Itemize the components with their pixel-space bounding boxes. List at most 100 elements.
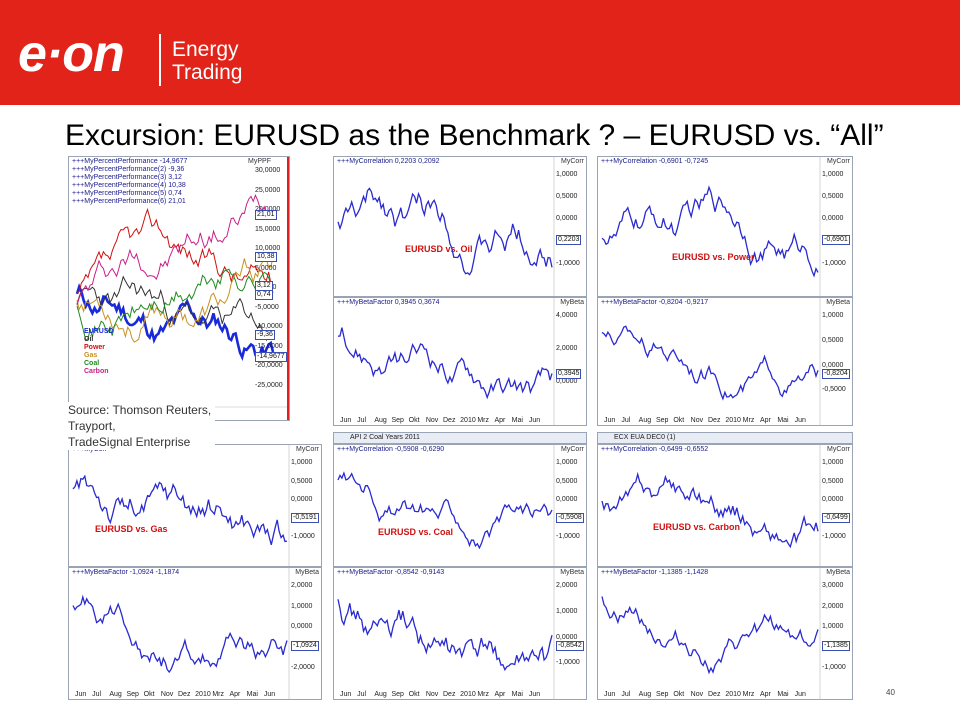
carbon-beta-plot bbox=[601, 568, 821, 699]
x-tick-label: 2010 bbox=[725, 417, 741, 424]
series-legend: EURUSD Oil Power Gas Coal Carbon bbox=[84, 328, 114, 376]
carbon-corr-panel[interactable]: +++MyCorrelation -0,6499 -0,6552 MyCorr 1,… bbox=[597, 444, 853, 567]
y-tick-label: -5,0000 bbox=[255, 303, 279, 311]
y-tick-label: -1,0000 bbox=[556, 533, 580, 541]
x-tick-label: Aug bbox=[638, 417, 652, 424]
x-tick-label: Dez bbox=[708, 691, 721, 698]
x-tick-label: 2010 bbox=[460, 417, 476, 424]
x-tick-label: Jun bbox=[263, 691, 276, 698]
power-corr-line bbox=[601, 185, 819, 278]
y-tick-label: -25,0000 bbox=[255, 381, 283, 389]
y-tick-label: -1,0000 bbox=[556, 659, 580, 667]
panel-axis-title: MyBeta bbox=[560, 569, 584, 576]
x-tick-label: Jun bbox=[340, 417, 352, 424]
x-tick-label: Dez bbox=[178, 691, 191, 698]
legend-line: +++MyPercentPerformance(6) 21,01 bbox=[72, 198, 186, 205]
x-tick-label: Mrz bbox=[742, 417, 755, 424]
x-tick-label: Nov bbox=[425, 691, 439, 698]
page-number: 40 bbox=[886, 688, 895, 697]
y-tick-label: 5,0000 bbox=[255, 264, 277, 272]
x-tick-label: Jul bbox=[357, 417, 367, 424]
panel-title: +++MyCorrelation -0,6499 -0,6552 bbox=[601, 446, 709, 453]
chart-tab[interactable]: ECX EUA DEC0 (1) bbox=[597, 432, 853, 444]
series-legend-item: Coal bbox=[84, 360, 100, 367]
gas-beta-panel[interactable]: +++MyBetaFactor -1,0924 -1,1874 MyBeta 2,0… bbox=[68, 567, 322, 700]
x-tick-label: Mai bbox=[511, 691, 523, 698]
y-tick-label: 2,0000 bbox=[556, 345, 578, 352]
source-line: Source: Thomson Reuters, bbox=[68, 403, 212, 417]
x-tick-label: Apr bbox=[229, 691, 241, 698]
gas-corr-panel[interactable]: +++MyCorrMyCorr1,00000,50000,0000-0,5000… bbox=[68, 444, 322, 567]
coal-corr-plot bbox=[337, 445, 555, 566]
x-tick-label: Mrz bbox=[477, 417, 489, 424]
y-tick-label: 0,0000 bbox=[556, 633, 578, 641]
gas-corr-line bbox=[72, 474, 288, 545]
y-tick-label: 2,0000 bbox=[822, 602, 844, 610]
power-corr-plot bbox=[601, 157, 821, 296]
oil-corr-line bbox=[337, 187, 553, 276]
x-tick-label: Jul bbox=[92, 691, 102, 698]
y-tick-label: 0,5000 bbox=[556, 477, 578, 485]
oil-beta-line bbox=[337, 327, 553, 400]
x-tick-label: Nov bbox=[690, 417, 704, 424]
carbon-corr-line bbox=[601, 471, 819, 549]
y-tick-label: 1,0000 bbox=[822, 312, 844, 319]
y-tick-label: 2,0000 bbox=[291, 582, 313, 589]
x-tick-label: Mai bbox=[511, 417, 523, 424]
x-tick-label: Jul bbox=[357, 691, 367, 698]
x-tick-label: Jun bbox=[604, 417, 616, 424]
y-tick-label: 10,0000 bbox=[255, 245, 281, 252]
brand-line-1: Energy bbox=[172, 38, 239, 61]
current-value-box: -0,8204 bbox=[822, 368, 850, 379]
y-tick-label: 3,0000 bbox=[822, 582, 844, 589]
panel-axis-title: MyCorr bbox=[561, 158, 584, 165]
x-tick-label: Okt bbox=[143, 691, 155, 698]
panel-caption: EURUSD vs. Oil bbox=[405, 244, 473, 254]
power-beta-line bbox=[601, 325, 819, 401]
power-corr-panel[interactable]: +++MyCorrelation -0,6901 -0,7245 MyCorr 1,… bbox=[597, 156, 853, 297]
x-tick-label: Aug bbox=[374, 691, 387, 698]
x-tick-label: Apr bbox=[760, 691, 771, 698]
coal-corr-panel[interactable]: +++MyCorrelation -0,5908 -0,6290 MyCorr 1,… bbox=[333, 444, 587, 567]
y-tick-label: 0,0000 bbox=[556, 496, 578, 504]
coal-beta-panel[interactable]: +++MyBetaFactor -0,8542 -0,9143 MyBeta 2,0… bbox=[333, 567, 587, 700]
oil-corr-panel[interactable]: +++MyCorrelation 0,2203 0,2092 MyCorr 1,00… bbox=[333, 156, 587, 297]
value-marker: -9,36 bbox=[255, 329, 275, 340]
panel-axis-title: MyBeta bbox=[826, 569, 850, 576]
y-tick-label: 1,0000 bbox=[822, 459, 844, 466]
series-legend-item: EURUSD bbox=[84, 328, 114, 335]
y-tick-label: 0,0000 bbox=[822, 361, 844, 369]
oil-beta-panel[interactable]: +++MyBetaFactor 0,3945 0,3674 MyBeta 4,000… bbox=[333, 297, 587, 426]
x-tick-label: Mai bbox=[246, 691, 258, 698]
y-tick-label: 15,0000 bbox=[255, 225, 281, 233]
gas-beta-plot bbox=[72, 568, 290, 699]
power-beta-panel[interactable]: +++MyBetaFactor -0,8204 -0,9217 MyBeta 1,0… bbox=[597, 297, 853, 426]
chart-tab[interactable]: API 2 Coal Years 2011 bbox=[333, 432, 587, 444]
x-tick-label: Dez bbox=[443, 691, 456, 698]
legend-line: +++MyPercentPerformance(3) 3,12 bbox=[72, 174, 182, 181]
y-tick-label: -1,0000 bbox=[822, 259, 846, 267]
series-line-power bbox=[76, 207, 274, 294]
series-line-eurusd bbox=[75, 283, 275, 361]
current-value-box: 0,3945 bbox=[556, 368, 582, 379]
y-tick-label: -20,0000 bbox=[255, 362, 283, 369]
x-tick-label: Jun bbox=[528, 417, 541, 424]
x-tick-label: 2010 bbox=[725, 691, 741, 698]
power-beta-plot bbox=[601, 298, 821, 425]
x-tick-label: Dez bbox=[443, 417, 456, 424]
y-tick-label: 25,0000 bbox=[255, 186, 281, 194]
current-value-box: -0,8542 bbox=[556, 641, 584, 652]
panel-axis-title: MyCorr bbox=[296, 446, 319, 453]
performance-chart[interactable]: MyPPF 30,0000 25,0000 20,0000 15,0000 10,000… bbox=[68, 156, 290, 421]
value-marker: 10,38 bbox=[255, 252, 277, 263]
value-marker: 0,74 bbox=[255, 289, 273, 300]
series-line-carbon bbox=[76, 193, 274, 306]
y-tick-label: -1,0000 bbox=[556, 259, 580, 267]
brand-header: e·on Energy Trading bbox=[0, 0, 960, 105]
x-tick-label: Mrz bbox=[212, 691, 224, 698]
x-tick-label: Mai bbox=[777, 417, 789, 424]
carbon-beta-panel[interactable]: +++MyBetaFactor -1,1385 -1,1428 MyBeta 3,0… bbox=[597, 567, 853, 700]
current-value-box: -0,6499 bbox=[822, 512, 850, 523]
x-tick-label: Apr bbox=[494, 417, 506, 424]
x-tick-label: Okt bbox=[408, 417, 420, 424]
